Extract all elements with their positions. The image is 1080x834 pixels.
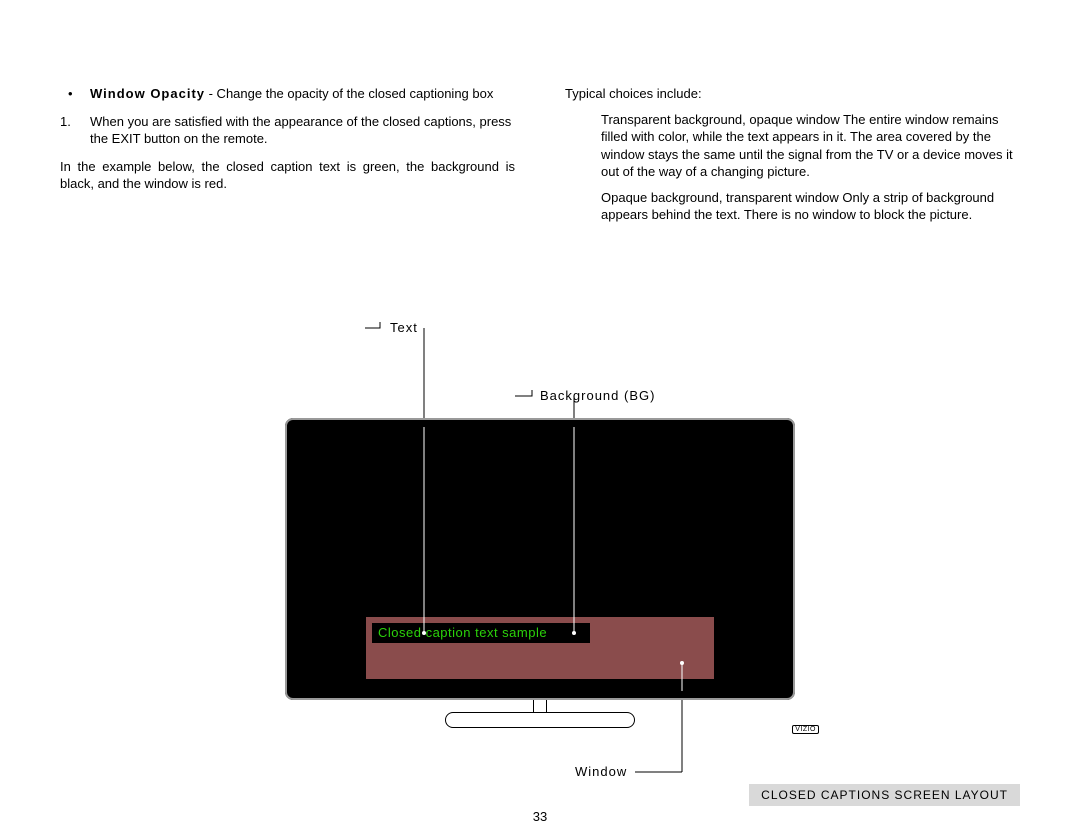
example-paragraph: In the example below, the closed caption… bbox=[60, 158, 515, 193]
step-text: When you are satisﬁed with the appearanc… bbox=[90, 113, 515, 148]
label-background: Background (BG) bbox=[540, 388, 655, 403]
choices-intro: Typical choices include: bbox=[565, 85, 1020, 103]
tv-screen: Closed caption text sample bbox=[294, 427, 786, 691]
page-number: 33 bbox=[533, 809, 547, 824]
cc-window-box: Closed caption text sample bbox=[366, 617, 714, 679]
tv-stand-column bbox=[533, 700, 547, 712]
label-text: Text bbox=[390, 320, 418, 335]
choices-list: Transparent background, opaque window Th… bbox=[565, 111, 1020, 224]
cc-sample-text: Closed caption text sample bbox=[378, 625, 547, 640]
bullet-marker: • bbox=[60, 85, 90, 103]
step-1: 1. When you are satisﬁed with the appear… bbox=[60, 113, 515, 148]
step-number: 1. bbox=[60, 113, 90, 148]
cc-diagram: Text Background (BG) Closed caption text… bbox=[240, 310, 840, 728]
tv-bezel: Closed caption text sample bbox=[285, 418, 795, 700]
left-column: • Window Opacity - Change the opacity of… bbox=[60, 85, 515, 232]
choice-opaque-bg: Opaque background, transparent window On… bbox=[601, 189, 1020, 224]
figure-caption: CLOSED CAPTIONS SCREEN LAYOUT bbox=[749, 784, 1020, 806]
two-column-text: • Window Opacity - Change the opacity of… bbox=[0, 0, 1080, 232]
bullet-bold: Window Opacity bbox=[90, 86, 205, 101]
cc-background-box: Closed caption text sample bbox=[372, 623, 590, 643]
tv-stand-base bbox=[445, 712, 635, 728]
brand-logo: VIZIO bbox=[792, 725, 819, 734]
bullet-rest: - Change the opacity of the closed capti… bbox=[205, 86, 493, 101]
choice-transparent-bg: Transparent background, opaque window Th… bbox=[601, 111, 1020, 181]
leader-text-bg bbox=[240, 310, 840, 430]
right-column: Typical choices include: Transparent bac… bbox=[565, 85, 1020, 232]
tv-illustration: Closed caption text sample bbox=[285, 418, 795, 728]
bullet-window-opacity: • Window Opacity - Change the opacity of… bbox=[60, 85, 515, 103]
bullet-body: Window Opacity - Change the opacity of t… bbox=[90, 85, 515, 103]
manual-page: • Window Opacity - Change the opacity of… bbox=[0, 0, 1080, 834]
label-window: Window bbox=[575, 764, 627, 779]
